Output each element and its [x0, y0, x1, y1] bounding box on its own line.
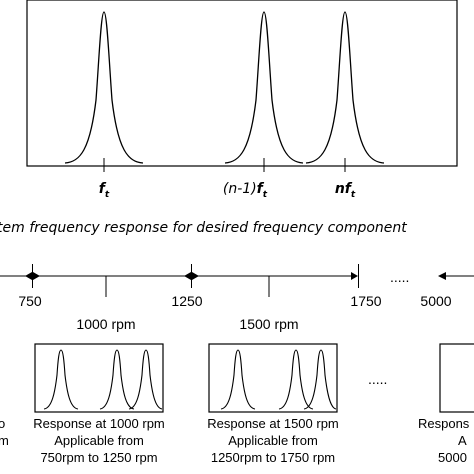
- caption-left-partial: o m: [0, 416, 9, 448]
- peak-label-nft: nft: [335, 181, 356, 200]
- axis-arrow-1250-left: [184, 272, 191, 280]
- peak-label-ft: ft: [99, 181, 110, 200]
- mini-peak-1500-a: [220, 349, 256, 410]
- top-caption: tem frequency response for desired frequ…: [0, 220, 407, 236]
- caption-left-line-2: m: [0, 433, 9, 448]
- axis-label-5000: 5000: [420, 293, 451, 309]
- axis-label-750: 750: [18, 293, 42, 309]
- caption-1500-line-1: Response at 1500 rpm: [207, 416, 339, 431]
- peak-curve-ft: [64, 11, 144, 164]
- caption-1500: Response at 1500 rpm Applicable from 125…: [207, 416, 339, 465]
- axis-label-1750: 1750: [350, 293, 381, 309]
- response-box-1000: [34, 343, 164, 413]
- peak-curve-n1ft: [224, 11, 304, 164]
- axis-arrow-750-left: [25, 272, 32, 280]
- caption-1000-line-1: Response at 1000 rpm: [33, 416, 165, 431]
- axis-arrow-5000-left: [438, 272, 446, 280]
- mini-peak-1000-c: [128, 349, 163, 410]
- caption-left-line-1: o: [0, 416, 5, 431]
- caption-1000-line-3: 750rpm to 1250 rpm: [40, 450, 157, 465]
- axis-label-1250: 1250: [171, 293, 202, 309]
- mini-peak-1000-a: [43, 349, 79, 410]
- rpm-label-1500: 1500 rpm: [239, 316, 298, 332]
- mini-peak-1500-b: [278, 349, 314, 410]
- axis-arrow-1250-right: [192, 272, 199, 280]
- caption-1000: Response at 1000 rpm Applicable from 750…: [33, 416, 165, 465]
- mini-peak-1000-b: [99, 349, 135, 410]
- peak-label-n1ft: (n-1)ft: [223, 181, 268, 200]
- axis-arrow-1750-right: [351, 272, 358, 280]
- caption-5000-line-3: 5000: [438, 450, 467, 465]
- axis-ellipsis: .....: [390, 269, 409, 285]
- peak-curve-nft: [305, 11, 385, 164]
- caption-5000-partial: Respons A 5000: [418, 416, 470, 465]
- top-plot-frame: [26, 0, 458, 167]
- response-box-5000: [439, 343, 474, 413]
- mini-peak-1500-c: [303, 349, 337, 410]
- caption-1500-line-3: 1250rpm to 1750 rpm: [211, 450, 335, 465]
- caption-1000-line-2: Applicable from: [54, 433, 144, 448]
- caption-1500-line-2: Applicable from: [228, 433, 318, 448]
- axis-arrow-750-right: [33, 272, 40, 280]
- caption-5000-line-2: A: [458, 433, 467, 448]
- boxes-ellipsis: .....: [368, 371, 387, 387]
- caption-5000-line-1: Respons: [418, 416, 470, 431]
- rpm-label-1000: 1000 rpm: [76, 316, 135, 332]
- response-box-1500: [208, 343, 338, 413]
